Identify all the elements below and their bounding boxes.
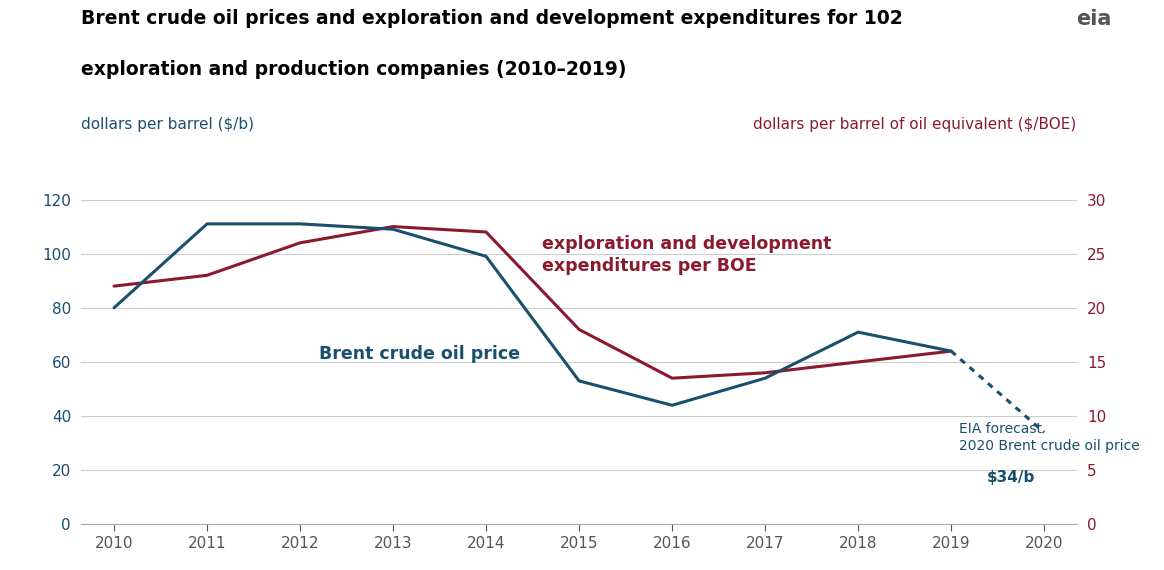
Text: exploration and development
expenditures per BOE: exploration and development expenditures… bbox=[542, 235, 831, 275]
Text: $34/b: $34/b bbox=[986, 470, 1035, 485]
Text: dollars per barrel ($/b): dollars per barrel ($/b) bbox=[81, 117, 255, 132]
Text: Brent crude oil prices and exploration and development expenditures for 102: Brent crude oil prices and exploration a… bbox=[81, 9, 903, 27]
Text: Brent crude oil price: Brent crude oil price bbox=[319, 345, 519, 363]
Text: EIA forecast
2020 Brent crude oil price: EIA forecast 2020 Brent crude oil price bbox=[959, 422, 1140, 453]
Text: eia: eia bbox=[1077, 9, 1112, 28]
Text: exploration and production companies (2010–2019): exploration and production companies (20… bbox=[81, 60, 627, 79]
Text: dollars per barrel of oil equivalent ($/BOE): dollars per barrel of oil equivalent ($/… bbox=[753, 117, 1077, 132]
